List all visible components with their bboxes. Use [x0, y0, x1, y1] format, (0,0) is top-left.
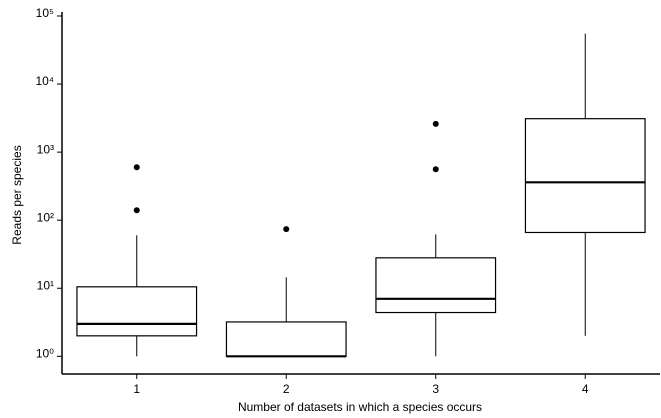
x-tick-label: 2: [283, 382, 290, 396]
box: [225, 321, 347, 357]
x-axis-label: Number of datasets in which a species oc…: [238, 400, 482, 414]
outlier: [432, 166, 439, 173]
box: [76, 286, 198, 337]
box: [375, 257, 497, 314]
y-tick-label: 10¹: [37, 278, 54, 292]
outlier: [432, 120, 439, 127]
y-tick-label: 10³: [37, 142, 54, 156]
outlier: [283, 226, 290, 233]
y-tick-label: 10⁰: [36, 346, 54, 360]
x-tick-label: 4: [582, 382, 589, 396]
x-tick-label: 1: [133, 382, 140, 396]
y-tick-label: 10²: [37, 210, 54, 224]
outlier: [133, 207, 140, 214]
outlier: [133, 164, 140, 171]
y-tick-label: 10⁵: [36, 6, 54, 20]
y-axis-label: Reads per species: [10, 145, 24, 244]
box: [524, 118, 646, 234]
y-tick-label: 10⁴: [35, 74, 54, 88]
x-tick-label: 3: [432, 382, 439, 396]
